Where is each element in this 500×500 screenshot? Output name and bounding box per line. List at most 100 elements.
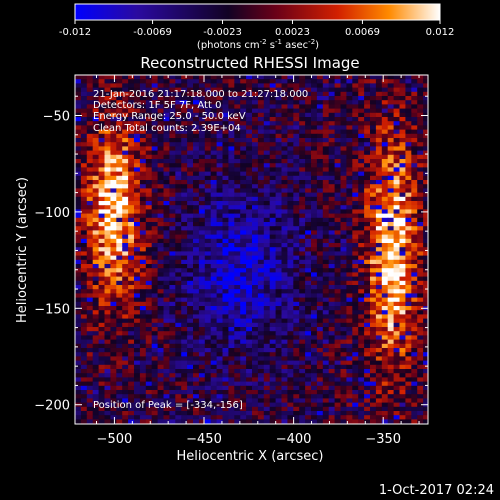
heatmap-cell bbox=[269, 339, 277, 345]
heatmap-cell bbox=[163, 112, 170, 118]
heatmap-cell bbox=[246, 117, 253, 122]
heatmap-cell bbox=[151, 402, 159, 408]
heatmap-cell bbox=[393, 209, 401, 215]
heatmap-cell bbox=[157, 314, 165, 320]
heatmap-cell bbox=[281, 184, 288, 189]
heatmap-cell bbox=[157, 310, 165, 315]
heatmap-cell bbox=[263, 297, 271, 303]
heatmap-cell bbox=[387, 163, 395, 168]
heatmap-cell bbox=[86, 297, 94, 303]
heatmap-cell bbox=[75, 343, 82, 349]
heatmap-cell bbox=[358, 268, 365, 273]
heatmap-cell bbox=[375, 222, 383, 227]
heatmap-cell bbox=[151, 150, 159, 156]
heatmap-cell bbox=[234, 276, 241, 282]
heatmap-cell bbox=[405, 87, 412, 93]
heatmap-cell bbox=[405, 159, 412, 164]
heatmap-cell bbox=[411, 398, 418, 404]
heatmap-cell bbox=[299, 196, 306, 202]
heatmap-cell bbox=[381, 398, 389, 404]
heatmap-cell bbox=[234, 377, 241, 383]
heatmap-cell bbox=[210, 327, 218, 332]
heatmap-cell bbox=[334, 104, 342, 110]
heatmap-cell bbox=[322, 369, 330, 374]
heatmap-cell bbox=[393, 381, 401, 387]
heatmap-cell bbox=[334, 335, 342, 341]
heatmap-cell bbox=[252, 234, 259, 240]
heatmap-cell bbox=[228, 125, 235, 131]
heatmap-cell bbox=[417, 180, 424, 185]
heatmap-cell bbox=[163, 310, 170, 315]
heatmap-cell bbox=[322, 406, 330, 412]
heatmap-cell bbox=[399, 196, 406, 202]
heatmap-cell bbox=[370, 390, 377, 395]
heatmap-cell bbox=[334, 247, 342, 252]
heatmap-cell bbox=[86, 129, 94, 135]
heatmap-cell bbox=[311, 213, 318, 219]
heatmap-cell bbox=[370, 377, 377, 383]
heatmap-cell bbox=[122, 385, 129, 391]
heatmap-cell bbox=[281, 276, 288, 282]
heatmap-cell bbox=[346, 280, 353, 286]
heatmap-cell bbox=[370, 402, 377, 408]
heatmap-cell bbox=[411, 108, 418, 114]
heatmap-cell bbox=[204, 171, 212, 177]
heatmap-cell bbox=[222, 234, 229, 240]
heatmap-cell bbox=[381, 125, 389, 131]
heatmap-cell bbox=[275, 159, 283, 164]
heatmap-cell bbox=[234, 87, 241, 93]
heatmap-cell bbox=[122, 285, 129, 290]
heatmap-cell bbox=[387, 310, 395, 315]
heatmap-cell bbox=[364, 75, 371, 80]
heatmap-cell bbox=[257, 411, 265, 416]
heatmap-cell bbox=[134, 339, 141, 345]
heatmap-cell bbox=[322, 419, 330, 424]
heatmap-cell bbox=[92, 96, 100, 101]
heatmap-cell bbox=[86, 180, 94, 185]
heatmap-cell bbox=[228, 306, 235, 311]
heatmap-cell bbox=[210, 301, 218, 307]
heatmap-cell bbox=[328, 272, 336, 278]
heatmap-cell bbox=[234, 411, 241, 416]
heatmap-cell bbox=[151, 310, 159, 315]
heatmap-cell bbox=[411, 117, 418, 122]
heatmap-cell bbox=[334, 213, 342, 219]
heatmap-cell bbox=[163, 154, 170, 160]
heatmap-cell bbox=[175, 142, 182, 147]
heatmap-cell bbox=[358, 196, 365, 202]
heatmap-cell bbox=[187, 138, 194, 143]
heatmap-cell bbox=[316, 167, 324, 173]
heatmap-cell bbox=[128, 385, 135, 391]
heatmap-cell bbox=[134, 247, 141, 252]
heatmap-cell bbox=[381, 184, 389, 189]
heatmap-cell bbox=[86, 150, 94, 156]
heatmap-cell bbox=[311, 411, 318, 416]
heatmap-cell bbox=[198, 226, 206, 231]
heatmap-cell bbox=[228, 121, 235, 126]
heatmap-cell bbox=[287, 75, 294, 80]
heatmap-cell bbox=[352, 108, 359, 114]
heatmap-cell bbox=[228, 112, 235, 118]
heatmap-cell bbox=[364, 327, 371, 332]
colorbar-tick-label: -0.0023 bbox=[203, 27, 242, 38]
heatmap-cell bbox=[364, 293, 371, 299]
heatmap-cell bbox=[169, 348, 176, 353]
heatmap-cell bbox=[275, 297, 283, 303]
heatmap-cell bbox=[86, 146, 94, 152]
heatmap-cell bbox=[393, 360, 401, 366]
heatmap-cell bbox=[358, 306, 365, 311]
heatmap-cell bbox=[411, 276, 418, 282]
heatmap-cell bbox=[381, 255, 389, 261]
heatmap-cell bbox=[423, 192, 428, 198]
heatmap-cell bbox=[364, 343, 371, 349]
heatmap-cell bbox=[405, 96, 412, 101]
heatmap-cell bbox=[305, 83, 312, 89]
heatmap-cell bbox=[393, 331, 401, 336]
heatmap-cell bbox=[417, 406, 424, 412]
heatmap-cell bbox=[228, 91, 235, 97]
heatmap-cell bbox=[110, 142, 117, 147]
heatmap-cell bbox=[193, 112, 200, 118]
heatmap-cell bbox=[346, 180, 353, 185]
heatmap-cell bbox=[263, 411, 271, 416]
heatmap-cell bbox=[322, 352, 330, 357]
